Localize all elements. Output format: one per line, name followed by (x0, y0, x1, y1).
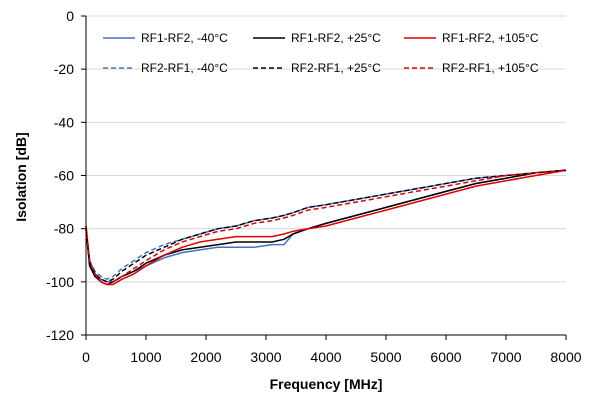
x-tick-label: 6000 (430, 349, 461, 365)
y-axis-title: Isolation [dB] (13, 132, 29, 221)
series-line-5 (85, 169, 567, 286)
y-tick-label: -20 (54, 61, 74, 77)
x-tick-label: 0 (82, 349, 90, 365)
x-tick-label: 7000 (490, 349, 521, 365)
y-tick-label: -80 (54, 221, 74, 237)
series-line-4 (85, 169, 567, 283)
x-axis-title: Frequency [MHz] (270, 376, 383, 392)
legend-label: RF2-RF1, +25°C (291, 61, 381, 75)
x-tick-label: 5000 (370, 349, 401, 365)
gridlines (86, 15, 566, 283)
legend: RF1-RF2, -40°C RF1-RF2, +25°C RF1-RF2, +10… (103, 31, 539, 75)
x-tick-label: 2000 (190, 349, 221, 365)
y-tick-label: -100 (46, 274, 74, 290)
legend-label: RF1-RF2, -40°C (141, 31, 228, 45)
x-tick-label: 4000 (310, 349, 341, 365)
x-tick-label: 1000 (130, 349, 161, 365)
x-tick-label: 8000 (550, 349, 581, 365)
series-line-3 (85, 169, 567, 280)
legend-label: RF2-RF1, +105°C (442, 61, 539, 75)
y-tick-label: -60 (54, 168, 74, 184)
y-tick-label: -120 (46, 327, 74, 343)
legend-label: RF1-RF2, +25°C (291, 31, 381, 45)
series-group (85, 169, 567, 286)
axes: 0 -20 -40 -60 -80 -100 -120 0 1000 2000 3000 4000 50… (46, 8, 582, 365)
y-tick-label: -40 (54, 114, 74, 130)
legend-label: RF2-RF1, -40°C (141, 61, 228, 75)
legend-label: RF1-RF2, +105°C (442, 31, 539, 45)
series-line-2 (85, 169, 567, 286)
y-tick-label: 0 (66, 8, 74, 24)
x-tick-label: 3000 (250, 349, 281, 365)
